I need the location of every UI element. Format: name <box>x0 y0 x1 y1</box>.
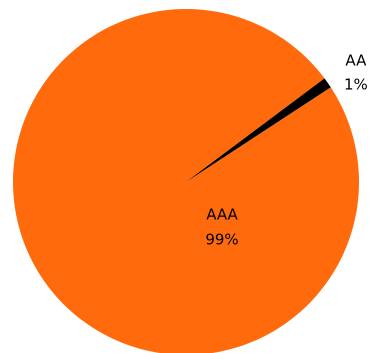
slice-label: AA <box>345 51 367 69</box>
slice-value-label: 1% <box>344 75 368 93</box>
pie-slice <box>186 78 331 182</box>
pie-slice <box>13 9 359 353</box>
slice-value-label: 99% <box>205 231 238 249</box>
slice-label: AAA <box>206 206 238 224</box>
